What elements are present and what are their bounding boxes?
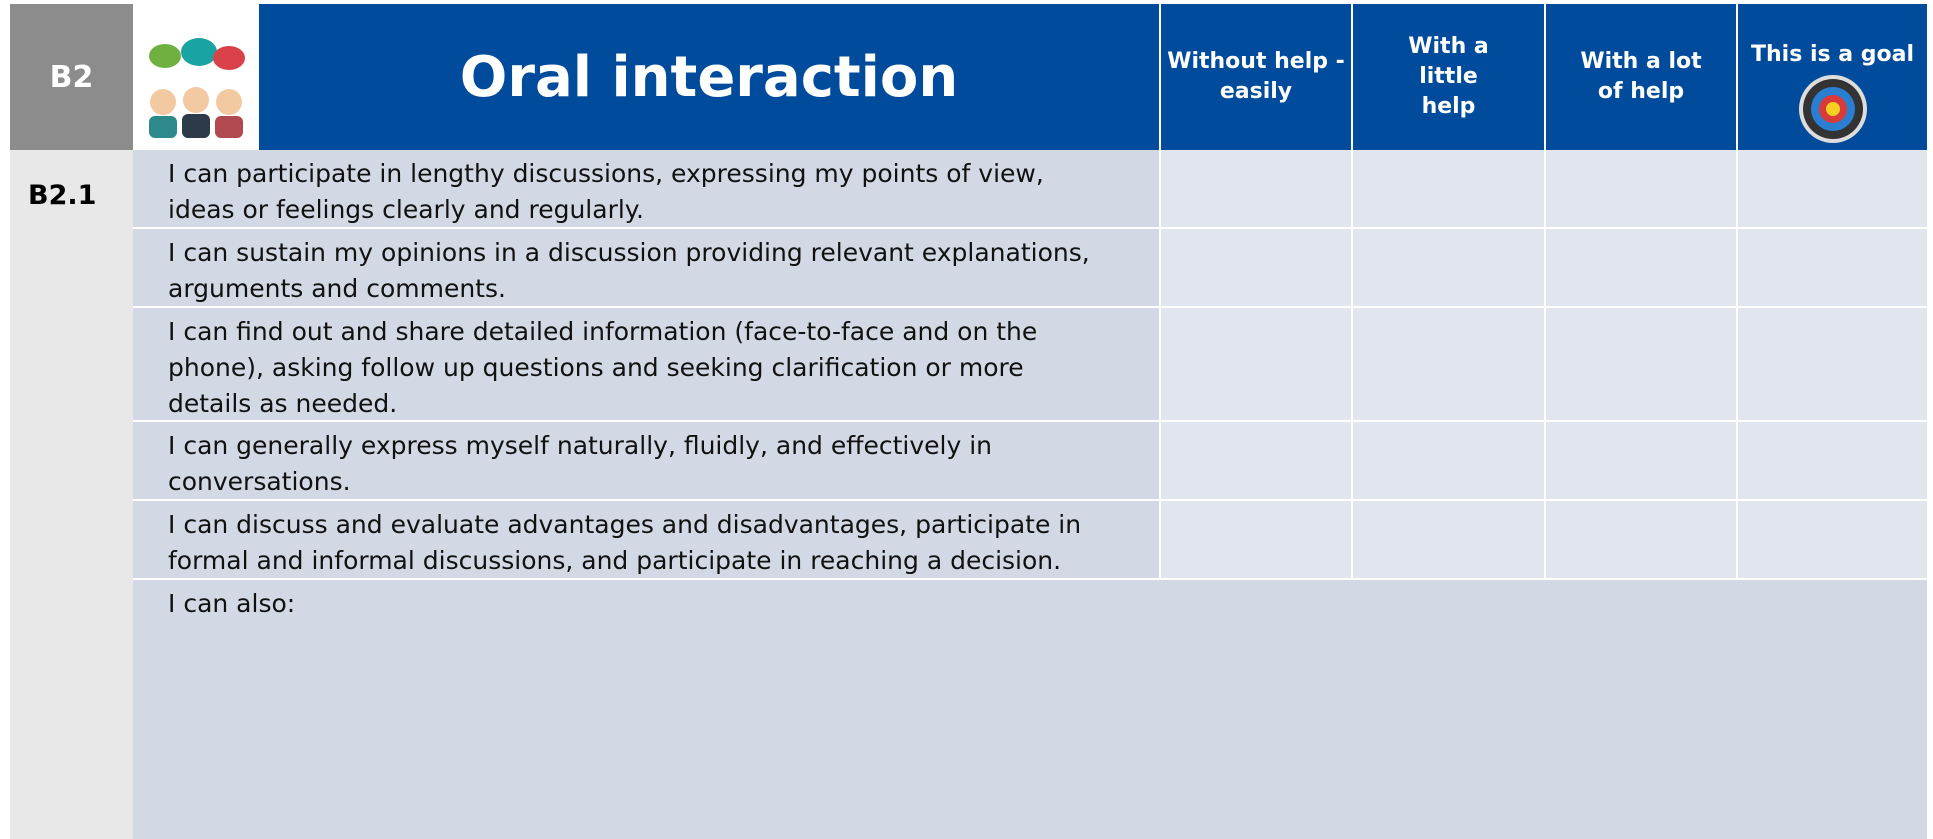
sublevel-column: B2.1 xyxy=(10,150,133,839)
check-cell[interactable] xyxy=(1736,308,1927,422)
people-icon xyxy=(149,38,245,138)
statement: I can sustain my opinions in a discussio… xyxy=(168,238,1090,303)
level: B2 xyxy=(49,59,94,95)
column-header: With a little help xyxy=(1351,4,1544,150)
column-header: With a lot of help xyxy=(1544,4,1736,150)
check-cell[interactable] xyxy=(1159,501,1351,580)
statement-cell: I can generally express myself naturally… xyxy=(133,422,1159,501)
title-cell: Oral interaction xyxy=(259,4,1159,150)
check-cell[interactable] xyxy=(1736,501,1927,580)
open-row: I can also: xyxy=(133,580,1927,839)
statement-cell: I can participate in lengthy discussions… xyxy=(133,150,1159,229)
also-label: I can also: xyxy=(168,589,296,618)
check-cell[interactable] xyxy=(1159,150,1351,229)
statement-cell: I can find out and share detailed inform… xyxy=(133,308,1159,422)
sublevel: B2.1 xyxy=(28,180,97,211)
column-label: Without help - easily xyxy=(1167,49,1345,104)
statement-cell: I can sustain my opinions in a discussio… xyxy=(133,229,1159,308)
check-cell[interactable] xyxy=(1544,229,1736,308)
check-cell[interactable] xyxy=(1159,308,1351,422)
statement: I can discuss and evaluate advantages an… xyxy=(168,510,1082,575)
check-cell[interactable] xyxy=(1351,150,1544,229)
level-cell: B2 xyxy=(10,4,133,150)
statement: I can find out and share detailed inform… xyxy=(168,317,1038,418)
check-cell[interactable] xyxy=(1544,150,1736,229)
column-label: With a lot of help xyxy=(1580,49,1702,104)
column-label: With a little help xyxy=(1408,34,1489,119)
column-label: This is a goal xyxy=(1750,42,1914,67)
check-cell[interactable] xyxy=(1351,229,1544,308)
icon-cell xyxy=(133,4,259,150)
check-cell[interactable] xyxy=(1351,501,1544,580)
check-cell[interactable] xyxy=(1736,229,1927,308)
check-cell[interactable] xyxy=(1351,422,1544,501)
check-cell[interactable] xyxy=(1736,422,1927,501)
statement-cell: I can discuss and evaluate advantages an… xyxy=(133,501,1159,580)
column-header: Without help - easily xyxy=(1159,4,1351,150)
statement: I can participate in lengthy discussions… xyxy=(168,159,1044,224)
title: Oral interaction xyxy=(459,44,959,110)
check-cell[interactable] xyxy=(1159,422,1351,501)
check-cell[interactable] xyxy=(1159,229,1351,308)
statement: I can generally express myself naturally… xyxy=(168,431,992,496)
check-cell[interactable] xyxy=(1351,308,1544,422)
check-cell[interactable] xyxy=(1544,422,1736,501)
check-cell[interactable] xyxy=(1544,308,1736,422)
check-cell[interactable] xyxy=(1544,501,1736,580)
column-header: This is a goal xyxy=(1736,4,1927,150)
target-icon xyxy=(1798,75,1867,143)
check-cell[interactable] xyxy=(1736,150,1927,229)
